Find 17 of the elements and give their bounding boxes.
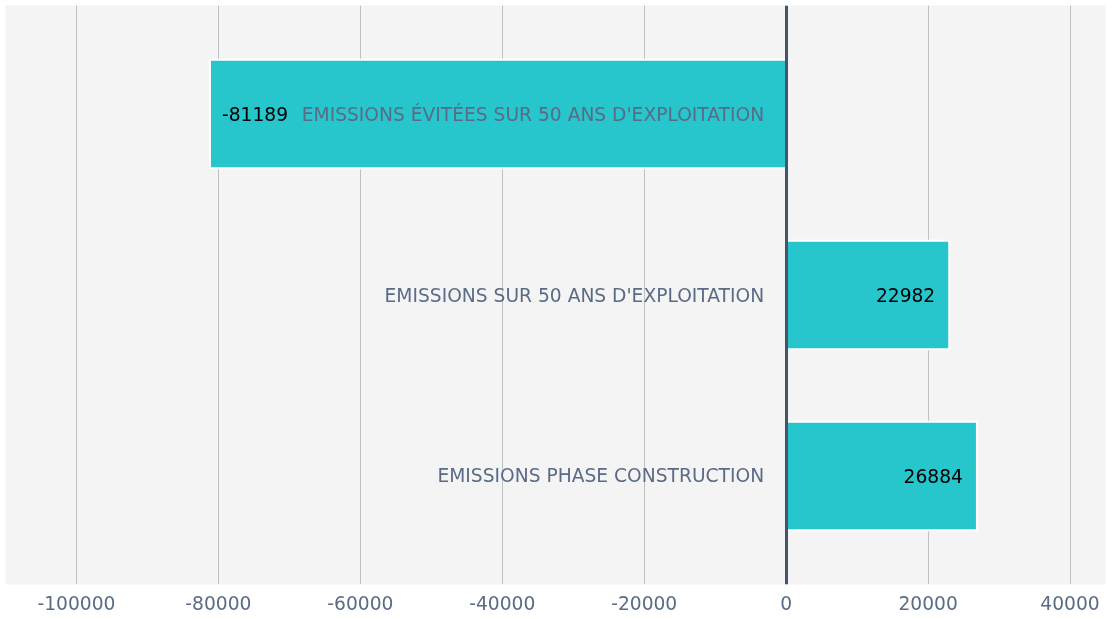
bar xyxy=(785,420,978,532)
data-label: 22982 xyxy=(875,285,936,306)
bar xyxy=(208,58,788,170)
data-label: -81189 xyxy=(221,104,289,126)
bar xyxy=(785,239,951,351)
x-tick-label: -80000 xyxy=(185,592,252,614)
x-tick-label: -60000 xyxy=(327,592,394,614)
x-tick-label: -40000 xyxy=(469,592,536,614)
x-tick-label: -20000 xyxy=(611,592,678,614)
data-label: 26884 xyxy=(903,465,963,487)
x-tick-label: 20000 xyxy=(898,592,958,614)
y-tick-label: EMISSIONS ÉVITÉES SUR 50 ANS D'EXPLOITATION xyxy=(301,102,765,125)
y-tick-label: EMISSIONS SUR 50 ANS D'EXPLOITATION xyxy=(384,284,765,306)
x-tick-label: 0 xyxy=(780,592,793,614)
y-tick-label: EMISSIONS PHASE CONSTRUCTION xyxy=(437,465,765,487)
x-tick-label: -100000 xyxy=(37,592,116,614)
x-tick-label: 40000 xyxy=(1040,592,1100,614)
